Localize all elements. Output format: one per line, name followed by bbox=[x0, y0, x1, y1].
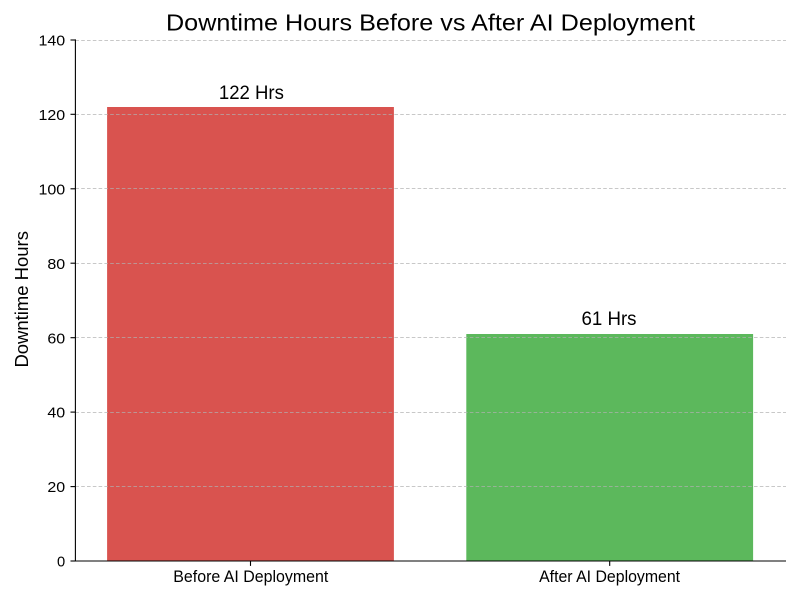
svg-text:After AI Deployment: After AI Deployment bbox=[539, 568, 680, 586]
svg-text:61 Hrs: 61 Hrs bbox=[582, 309, 637, 330]
svg-text:20: 20 bbox=[47, 480, 65, 496]
svg-text:Downtime Hours Before vs After: Downtime Hours Before vs After AI Deploy… bbox=[166, 9, 696, 35]
svg-text:Before AI Deployment: Before AI Deployment bbox=[173, 568, 328, 586]
svg-text:120: 120 bbox=[39, 108, 66, 124]
svg-text:80: 80 bbox=[47, 257, 65, 273]
svg-text:Downtime Hours: Downtime Hours bbox=[12, 231, 32, 368]
svg-text:40: 40 bbox=[47, 406, 65, 422]
svg-text:100: 100 bbox=[39, 182, 66, 198]
svg-text:60: 60 bbox=[47, 331, 65, 347]
svg-text:0: 0 bbox=[57, 555, 65, 571]
svg-text:140: 140 bbox=[39, 34, 66, 50]
svg-text:122 Hrs: 122 Hrs bbox=[219, 83, 284, 104]
